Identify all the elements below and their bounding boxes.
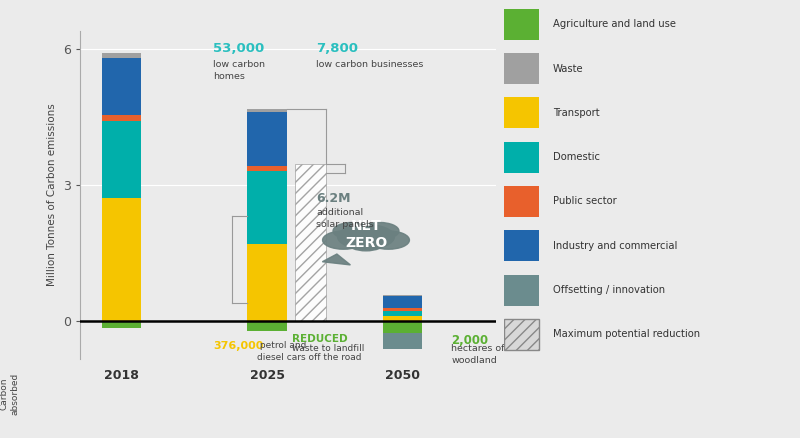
Polygon shape bbox=[322, 254, 350, 265]
Text: low carbon
homes: low carbon homes bbox=[213, 60, 265, 81]
Bar bbox=[102, 121, 142, 198]
Bar bbox=[102, 58, 142, 115]
Text: Transport: Transport bbox=[553, 108, 599, 118]
Text: additional
solar panels: additional solar panels bbox=[316, 208, 374, 229]
Bar bbox=[504, 9, 538, 39]
Text: Carbon
absorbed: Carbon absorbed bbox=[0, 373, 19, 415]
Bar bbox=[247, 109, 287, 112]
Circle shape bbox=[338, 224, 394, 249]
Bar bbox=[504, 319, 538, 350]
Bar bbox=[247, 171, 287, 244]
Bar bbox=[382, 308, 422, 311]
Text: low carbon businesses: low carbon businesses bbox=[316, 60, 423, 69]
Text: hectares of new
woodland: hectares of new woodland bbox=[451, 344, 527, 365]
Circle shape bbox=[347, 234, 385, 251]
Bar bbox=[247, 321, 287, 331]
Bar bbox=[102, 115, 142, 121]
Text: REDUCED: REDUCED bbox=[292, 334, 348, 344]
Text: NET
ZERO: NET ZERO bbox=[345, 219, 387, 250]
Text: 7,800: 7,800 bbox=[316, 42, 358, 55]
Bar bbox=[504, 53, 538, 84]
Bar bbox=[382, 296, 422, 308]
Bar bbox=[247, 166, 287, 171]
Bar bbox=[504, 186, 538, 217]
Text: 53,000: 53,000 bbox=[213, 42, 264, 55]
Text: waste to landfill: waste to landfill bbox=[292, 344, 365, 353]
Bar bbox=[504, 275, 538, 306]
Bar bbox=[247, 244, 287, 321]
Bar bbox=[295, 164, 326, 321]
Text: petrol and
diesel cars off the road: petrol and diesel cars off the road bbox=[257, 341, 362, 362]
Text: Waste: Waste bbox=[553, 64, 583, 74]
Bar bbox=[504, 230, 538, 261]
Bar bbox=[102, 198, 142, 321]
Bar bbox=[504, 97, 538, 128]
Text: Agriculture and land use: Agriculture and land use bbox=[553, 19, 676, 29]
Text: 2,000: 2,000 bbox=[451, 334, 489, 347]
Bar bbox=[102, 53, 142, 58]
Text: Industry and commercial: Industry and commercial bbox=[553, 241, 678, 251]
Bar bbox=[382, 321, 422, 333]
Text: Maximum potential reduction: Maximum potential reduction bbox=[553, 329, 700, 339]
Bar bbox=[102, 321, 142, 328]
Circle shape bbox=[360, 223, 399, 240]
Text: Public sector: Public sector bbox=[553, 197, 617, 206]
Bar bbox=[382, 295, 422, 296]
Bar bbox=[382, 311, 422, 316]
Y-axis label: Million Tonnes of Carbon emissions: Million Tonnes of Carbon emissions bbox=[47, 103, 58, 286]
Text: 6.2M: 6.2M bbox=[316, 191, 350, 205]
Text: Offsetting / innovation: Offsetting / innovation bbox=[553, 285, 665, 295]
Text: Domestic: Domestic bbox=[553, 152, 600, 162]
Bar bbox=[504, 142, 538, 173]
Circle shape bbox=[322, 231, 365, 249]
Circle shape bbox=[333, 223, 372, 240]
Text: 376,000: 376,000 bbox=[213, 341, 263, 351]
Bar bbox=[247, 112, 287, 166]
Circle shape bbox=[367, 231, 410, 249]
Bar bbox=[382, 316, 422, 321]
Bar bbox=[382, 333, 422, 349]
